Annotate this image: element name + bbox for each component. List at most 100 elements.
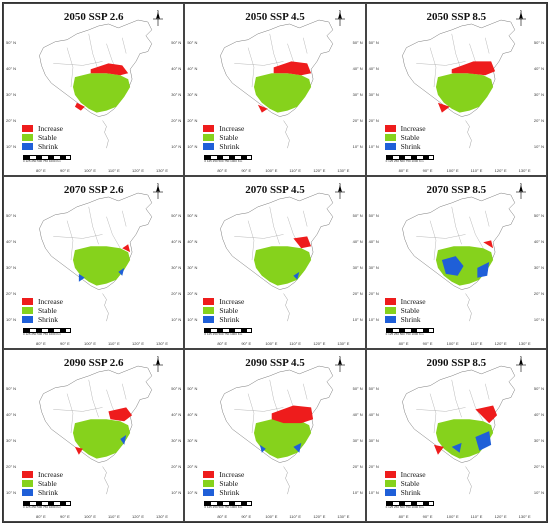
lon-tick-label: 90° E — [422, 514, 433, 519]
scale-bar — [385, 501, 434, 506]
lat-tick-label-right: 30° N — [171, 265, 182, 270]
increase-region — [433, 444, 444, 455]
legend: Increase Stable Shrink — [384, 124, 426, 151]
legend-item: Shrink — [203, 142, 244, 151]
lat-tick-label-right: 30° N — [171, 438, 182, 443]
province-border — [122, 37, 127, 54]
legend-label: Increase — [219, 297, 245, 306]
lat-tick-label-right: 20° N — [171, 118, 182, 123]
province-border — [415, 61, 466, 66]
shrink-region — [293, 271, 300, 280]
china-map — [401, 192, 515, 322]
north-arrow-icon: N — [515, 10, 526, 26]
north-arrow-icon: N — [153, 10, 164, 26]
shrink-region — [475, 431, 491, 451]
shrink-region — [451, 442, 462, 453]
stable-region — [72, 246, 131, 286]
lat-tick-label-left: 10° N — [187, 490, 198, 495]
scale-bar — [23, 328, 71, 333]
legend-label: Stable — [38, 133, 57, 142]
legend-item: Shrink — [22, 142, 63, 151]
legend-item: Shrink — [22, 488, 63, 497]
lat-tick-label-left: 30° N — [187, 265, 198, 270]
lat-tick-label-right: 40° N — [171, 66, 182, 71]
legend-label: Increase — [38, 124, 63, 133]
legend-label: Increase — [38, 470, 63, 479]
province-border — [88, 33, 99, 72]
legend-label: Increase — [400, 470, 426, 479]
legend-item: Increase — [384, 124, 426, 133]
legend-item: Increase — [384, 470, 426, 479]
legend-swatch — [384, 125, 396, 132]
north-arrow-icon: N — [334, 10, 345, 26]
lat-tick-label-left: 30° N — [368, 265, 379, 270]
legend-item: Increase — [203, 470, 244, 479]
legend-label: Stable — [38, 479, 57, 488]
lat-tick-label-left: 20° N — [368, 291, 379, 296]
legend: Increase Stable Shrink — [22, 470, 63, 497]
shrink-region — [441, 256, 464, 276]
lat-tick-label-left: 20° N — [6, 291, 17, 296]
province-border — [468, 389, 484, 422]
legend: Increase Stable Shrink — [22, 124, 63, 151]
lat-tick-label-left: 30° N — [368, 92, 379, 97]
lon-tick-label: 80° E — [36, 341, 46, 346]
north-label: N — [520, 10, 523, 13]
lat-tick-label-right: 30° N — [352, 438, 363, 443]
lon-tick-label: 80° E — [217, 168, 228, 173]
lat-tick-label-right: 10° N — [171, 317, 182, 322]
lat-tick-label-left: 30° N — [6, 92, 17, 97]
map-panel-2050-ssp26: 2050 SSP 2.6 80° E 90° E 100° E 110° E 120° E… — [3, 3, 185, 176]
province-border — [53, 61, 103, 66]
lat-tick-label-left: 50° N — [368, 40, 379, 45]
lat-tick-label-right: 40° N — [533, 66, 544, 71]
map-panel-2070-ssp45: 2070 SSP 4.5 80° E 90° E 100° E 110° E 120° E… — [184, 176, 366, 349]
lat-tick-label-right: 20° N — [533, 464, 544, 469]
south-sea-islands — [283, 293, 290, 322]
panel-title: 2050 SSP 8.5 — [426, 11, 487, 23]
map-panel-2070-ssp85: 2070 SSP 8.5 80° E 90° E 100° E 110° E 120° E… — [365, 176, 547, 349]
lon-tick-label: 110° E — [108, 168, 120, 173]
lat-tick-label-left: 10° N — [368, 144, 379, 149]
lat-tick-label-right: 10° N — [533, 317, 544, 322]
lat-tick-label-left: 10° N — [187, 144, 198, 149]
map-panel-2090-ssp85: 2090 SSP 8.5 80° E 90° E 100° E 110° E 120° E… — [365, 349, 547, 522]
lat-tick-label-right: 10° N — [533, 490, 544, 495]
lat-tick-label-right: 50° N — [533, 213, 544, 218]
lon-tick-label: 130° E — [156, 514, 169, 519]
province-border — [303, 210, 308, 227]
province-border — [303, 37, 308, 54]
lat-tick-label-left: 20° N — [187, 464, 198, 469]
province-border — [429, 393, 436, 434]
lat-tick-label-right: 40° N — [533, 412, 544, 417]
lat-tick-label-left: 40° N — [368, 239, 379, 244]
increase-region — [482, 240, 493, 249]
lat-tick-label-right: 40° N — [533, 239, 544, 244]
legend-label: Stable — [38, 306, 57, 315]
province-border — [269, 33, 281, 72]
lat-tick-label-right: 10° N — [352, 490, 363, 495]
map-panel-2090-ssp26: 2090 SSP 2.6 80° E 90° E 100° E 110° E 120° E… — [3, 349, 185, 522]
legend-swatch — [22, 489, 33, 496]
lat-tick-label-left: 20° N — [368, 118, 379, 123]
lat-tick-label-right: 30° N — [352, 265, 363, 270]
legend-item: Stable — [203, 479, 244, 488]
province-border — [66, 47, 74, 88]
lon-tick-label: 120° E — [132, 341, 145, 346]
legend-label: Increase — [219, 124, 245, 133]
legend-item: Stable — [384, 306, 426, 315]
legend-label: Stable — [219, 133, 239, 142]
legend-swatch — [22, 480, 33, 487]
lat-tick-label-left: 30° N — [187, 92, 198, 97]
scale-bar — [204, 155, 253, 160]
lon-tick-label: 120° E — [313, 514, 326, 519]
lat-tick-label-right: 30° N — [533, 92, 544, 97]
lat-tick-label-left: 40° N — [187, 66, 198, 71]
lat-tick-label-left: 50° N — [6, 386, 17, 391]
china-map — [220, 192, 334, 322]
lat-tick-label-left: 10° N — [6, 144, 17, 149]
lon-tick-label: 90° E — [422, 168, 433, 173]
legend-label: Shrink — [38, 315, 59, 324]
legend-swatch — [22, 307, 33, 314]
